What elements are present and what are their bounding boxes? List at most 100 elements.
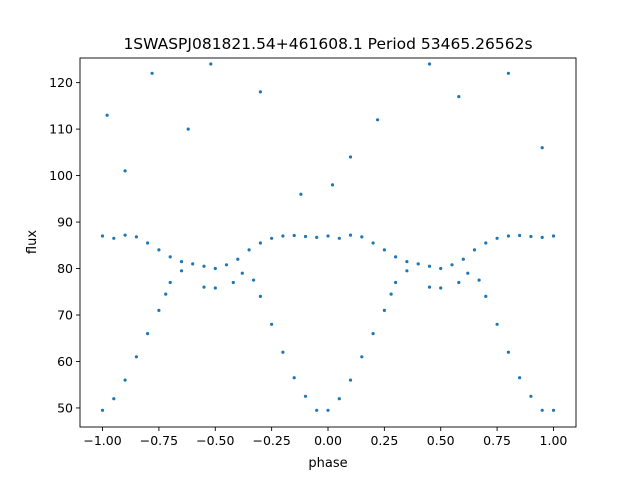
data-point [258,241,262,245]
data-point [303,394,308,398]
x-tick-label: −0.50 [196,433,234,448]
data-point [540,235,544,239]
data-point [146,332,150,336]
data-point [168,255,172,259]
data-point [179,260,184,264]
y-tick-label: 120 [49,75,73,90]
data-point [439,266,443,271]
data-point [105,113,109,117]
data-point [202,264,206,268]
data-point [416,262,420,266]
data-point [150,71,154,75]
data-point [551,408,556,412]
data-point [405,269,409,273]
data-point [157,308,161,312]
data-point [258,90,262,94]
data-point [191,262,195,266]
data-point [540,408,544,412]
data-point [472,248,477,252]
x-tick-label: 1.00 [540,433,568,448]
data-point [394,280,398,285]
y-tick-label: 90 [57,215,73,230]
data-point [457,280,461,285]
data-point [112,397,116,401]
data-point [292,233,296,238]
data-point [224,263,229,267]
data-point [123,169,127,173]
data-point [270,236,274,240]
data-point [186,127,190,131]
data-point [330,183,335,187]
data-point [258,294,262,298]
data-point [303,234,308,239]
data-point [231,280,235,285]
data-point [427,285,432,289]
data-point [484,294,488,298]
data-point [360,355,364,359]
data-point [348,378,353,382]
data-point [382,248,386,252]
data-point [123,233,127,237]
data-point [495,236,499,240]
data-point [506,350,510,354]
data-point [506,71,510,75]
y-tick-label: 110 [49,122,73,137]
x-tick-label: −1.00 [83,433,121,448]
data-point [450,263,454,267]
data-point [146,241,150,245]
data-point [112,236,116,240]
x-tick-label: 0.75 [483,433,511,448]
data-point [506,234,510,238]
y-tick-label: 70 [57,307,73,322]
data-point [247,248,251,252]
data-point [209,62,213,66]
data-point [466,271,470,275]
data-point [371,241,375,245]
data-point [394,255,398,259]
data-point [202,285,206,289]
data-point [529,394,533,398]
y-tick-label: 60 [57,354,73,369]
y-axis-label: flux [25,230,40,254]
data-point [360,235,364,239]
data-point [348,155,353,159]
data-point [484,241,488,245]
data-point [551,234,556,238]
x-tick-label: −0.75 [140,433,178,448]
y-axis: 50 60 70 80 90 100 110 120 [49,75,80,415]
data-point [134,235,138,239]
data-point [427,62,432,66]
data-point [540,146,544,150]
data-point [427,264,432,268]
data-point [326,234,330,238]
data-point [315,235,319,239]
chart-title: 1SWASPJ081821.54+461608.1 Period 53465.2… [123,35,532,53]
data-point [299,192,303,196]
x-tick-label: 0.00 [314,433,342,448]
data-point [461,257,465,261]
x-tick-label: 0.25 [370,433,398,448]
data-point [337,397,341,401]
scatter-points [100,62,556,412]
data-point [457,95,461,99]
data-point [123,378,127,382]
data-point [439,286,443,290]
data-point [315,408,319,412]
data-point [518,376,522,380]
data-point [405,260,409,264]
data-point [371,332,375,336]
data-point [292,376,296,380]
data-point [382,308,386,312]
y-tick-label: 100 [49,168,73,183]
y-tick-label: 80 [57,261,73,276]
data-point [270,322,274,326]
x-tick-label: −0.25 [252,433,290,448]
data-point [157,248,161,252]
data-point [213,266,217,271]
data-point [164,292,168,296]
x-tick-label: 0.50 [427,433,455,448]
data-point [376,118,380,122]
data-point [495,322,499,326]
